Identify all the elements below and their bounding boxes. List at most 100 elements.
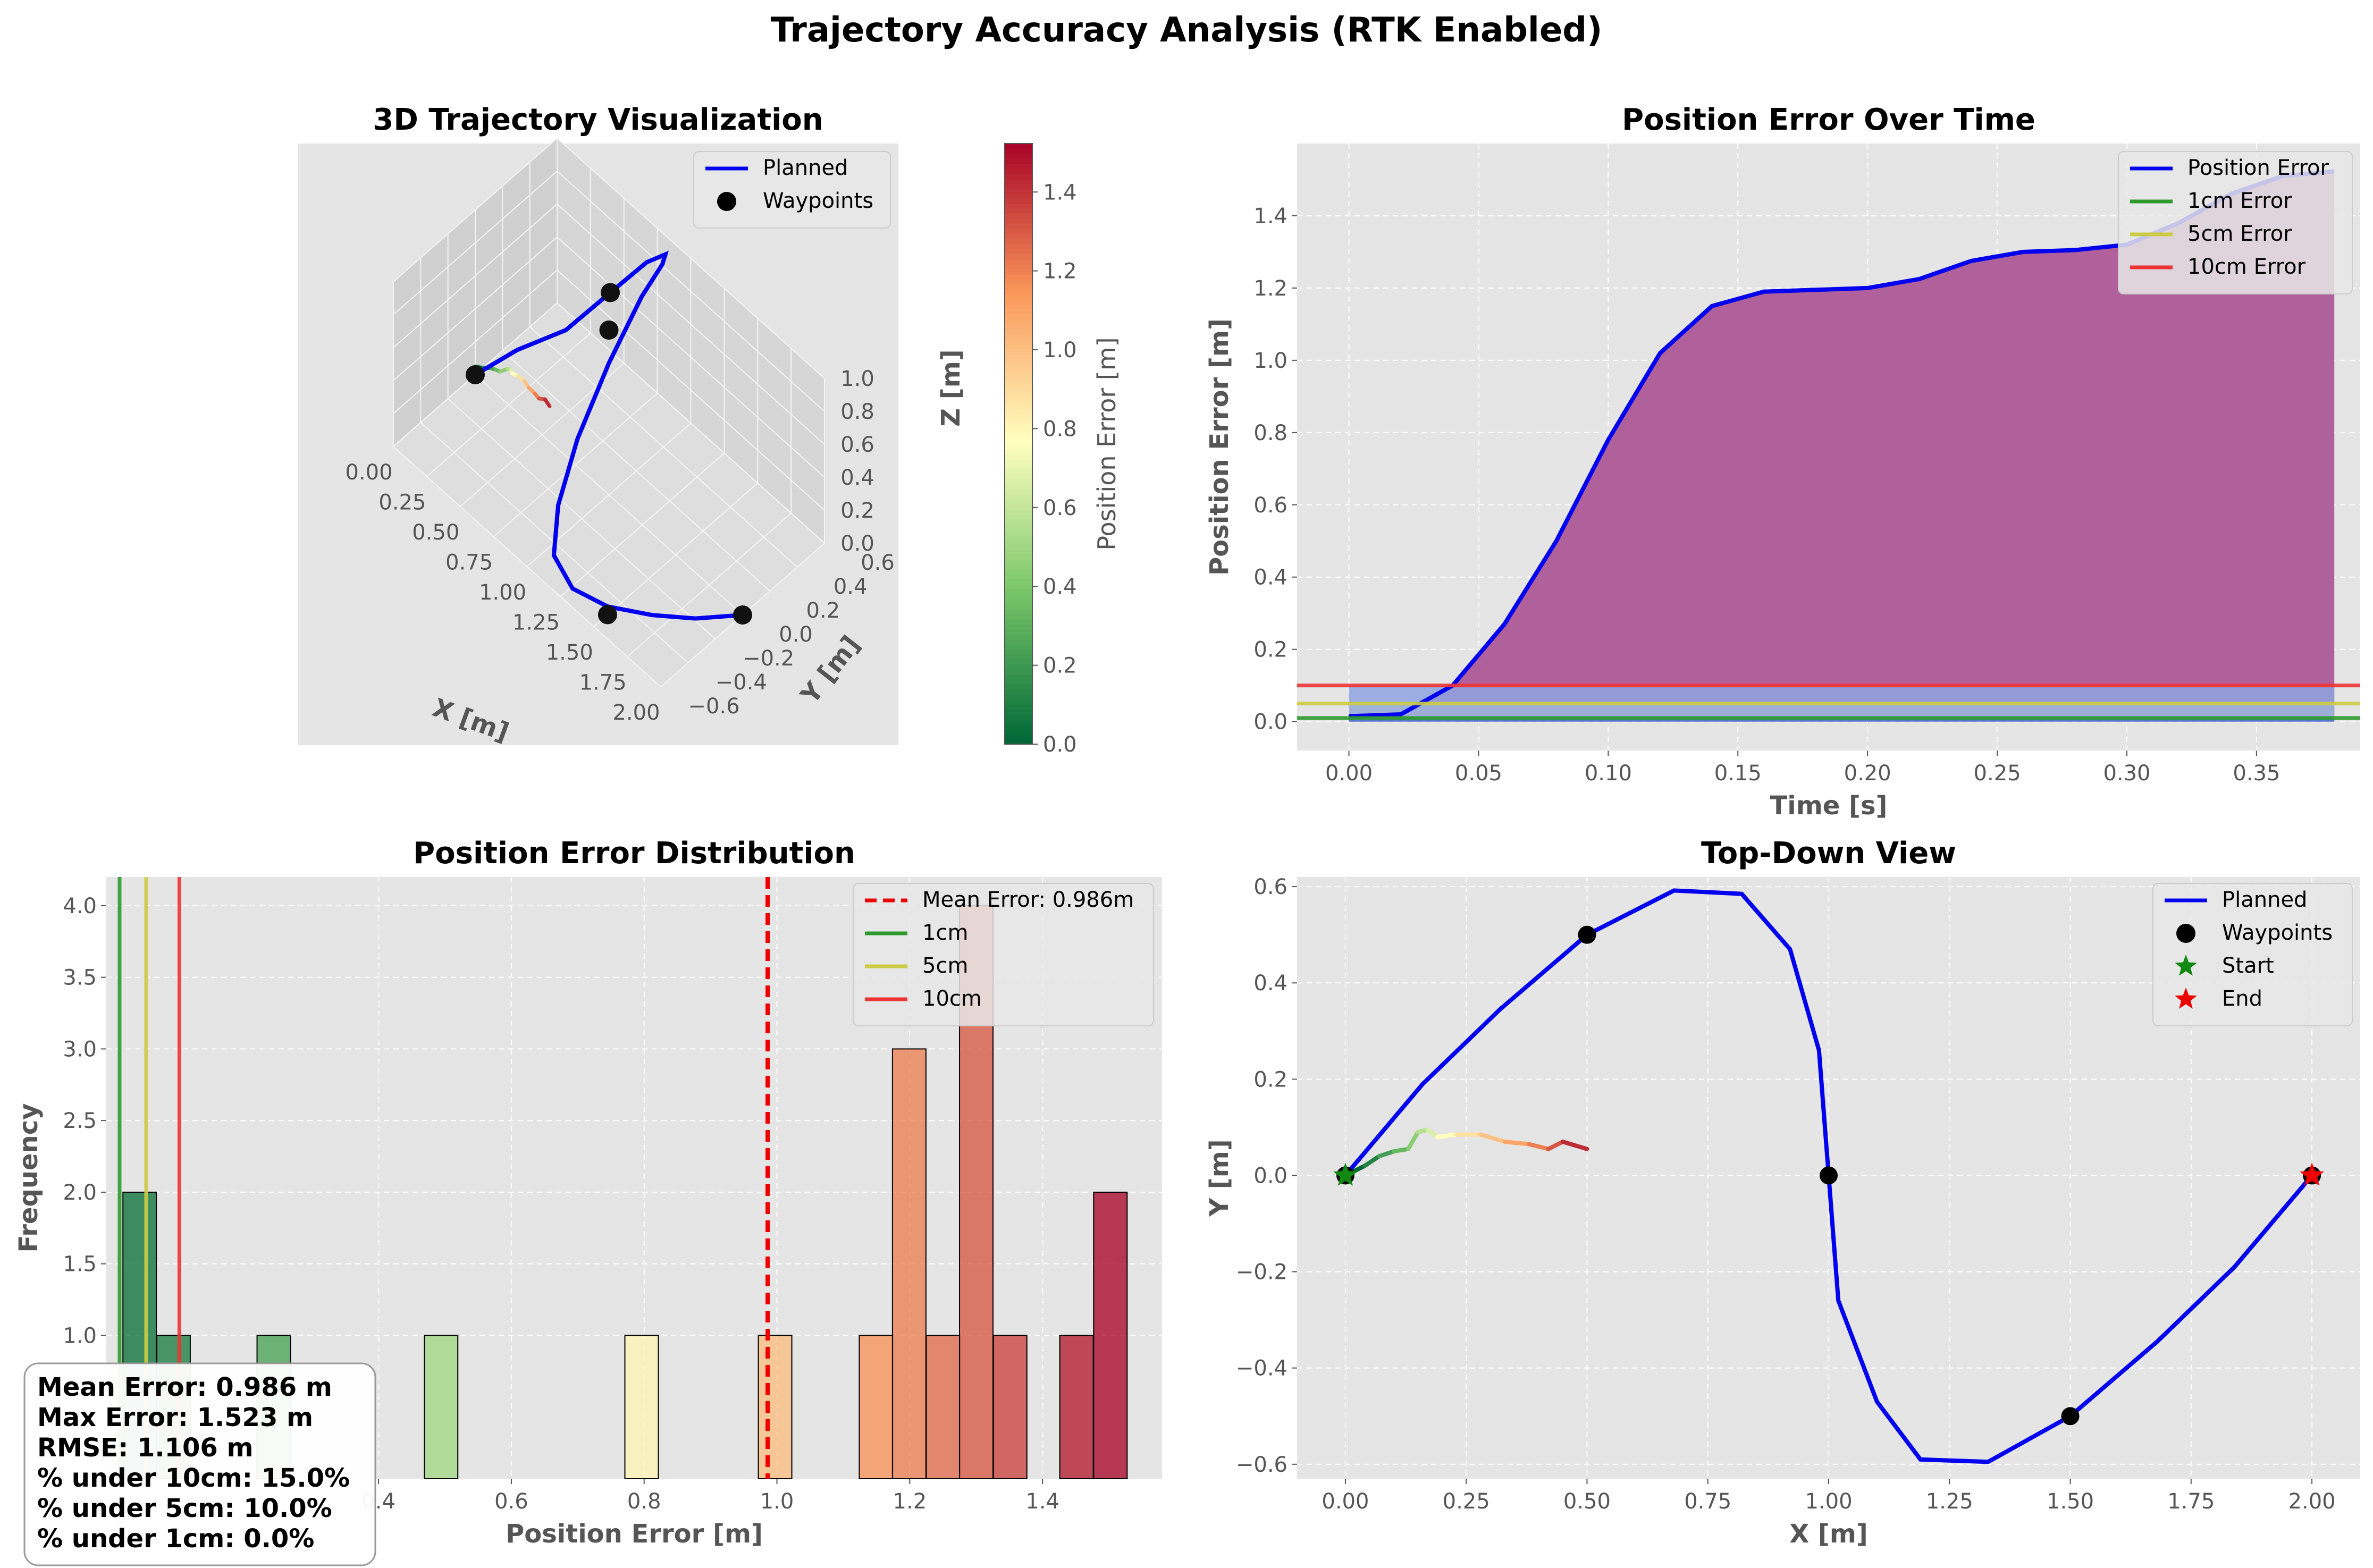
y-tick-label: −0.4 xyxy=(716,670,767,695)
y-axis-label: Position Error [m] xyxy=(1205,318,1234,576)
x-tick-label: 1.50 xyxy=(2047,1489,2094,1514)
colorbar-segment xyxy=(1005,724,1032,730)
waypoint-marker xyxy=(1578,925,1596,944)
colorbar-segment xyxy=(1005,669,1032,675)
colorbar-segment xyxy=(1005,538,1032,545)
colorbar-segment xyxy=(1005,243,1032,249)
colorbar-segment xyxy=(1005,399,1032,404)
colorbar-segment xyxy=(1005,739,1032,745)
colorbar-segment xyxy=(1005,238,1032,245)
x-tick-label: 0.6 xyxy=(494,1489,528,1514)
colorbar-segment xyxy=(1005,368,1032,375)
legend-marker xyxy=(717,192,736,211)
y-tick-label: 1.0 xyxy=(63,1323,97,1348)
colorbar-segment xyxy=(1005,589,1032,595)
colorbar-segment xyxy=(1005,649,1032,655)
colorbar-segment xyxy=(1005,609,1032,615)
gridline-3d xyxy=(557,237,825,478)
colorbar-segment xyxy=(1005,343,1032,350)
colorbar-segment xyxy=(1005,318,1032,324)
x-tick-label: 1.25 xyxy=(512,611,560,635)
colorbar-segment xyxy=(1005,324,1032,330)
histogram-bar xyxy=(992,1335,1028,1479)
colorbar-segment xyxy=(1005,418,1032,425)
actual-path-segment xyxy=(1391,1147,1411,1154)
colorbar-frame xyxy=(1004,143,1033,745)
colorbar-segment xyxy=(1005,339,1032,344)
colorbar-segment xyxy=(1005,459,1032,465)
colorbar-segment xyxy=(1005,148,1032,154)
actual-path-segment xyxy=(1546,1140,1565,1151)
colorbar-segment xyxy=(1005,298,1032,305)
y-tick-label: 1.2 xyxy=(1253,276,1288,301)
colorbar-segment xyxy=(1005,349,1032,355)
colorbar-segment xyxy=(1005,664,1032,670)
colorbar-segment xyxy=(1005,453,1032,460)
colorbar-segment xyxy=(1005,714,1032,720)
legend-label: 10cm xyxy=(922,987,982,1011)
colorbar-segment xyxy=(1005,604,1032,610)
y-tick-label: 2.0 xyxy=(63,1181,97,1205)
y-tick-label: 1.0 xyxy=(1253,349,1288,373)
chart-title: Position Error Distribution xyxy=(413,836,855,871)
actual-path-segment xyxy=(1362,1154,1382,1168)
colorbar-segment xyxy=(1005,684,1032,690)
y-tick-label: 0.2 xyxy=(1253,1067,1288,1092)
stats-box xyxy=(23,1362,376,1566)
colorbar-segment xyxy=(1005,598,1032,605)
actual-path-segment xyxy=(1377,1149,1396,1159)
colorbar-segment xyxy=(1005,524,1032,530)
histogram-bar xyxy=(891,1048,927,1479)
colorbar-segment xyxy=(1005,734,1032,740)
y-tick-label: −0.6 xyxy=(1236,1453,1288,1477)
start-marker xyxy=(1333,1162,1358,1186)
legend-marker xyxy=(2175,988,2197,1009)
x-tick-label: 0.35 xyxy=(2233,761,2280,786)
colorbar-segment xyxy=(1005,158,1032,164)
panel-error-over-time: 0.00 0.05 0.10 0.15 0.20 0.25 0.30 0.35 0.0 0.2 0.… xyxy=(1205,103,2360,821)
z-tick-label: 0.6 xyxy=(840,433,874,457)
panel-3d-trajectory: 3D Trajectory Visualization 0.00 0.25 0.50 0… xyxy=(298,103,966,748)
y-tick-label: 0.0 xyxy=(1253,710,1288,735)
y-tick-label: 1.5 xyxy=(63,1252,97,1277)
colorbar-segment xyxy=(1005,424,1032,429)
x-axis-label: Time [s] xyxy=(1770,791,1888,821)
colorbar-segment xyxy=(1005,488,1032,495)
y-tick-label: 0.4 xyxy=(1253,566,1288,590)
colorbar-segment xyxy=(1005,374,1032,380)
planned-path xyxy=(474,250,743,621)
colorbar-segment xyxy=(1005,333,1032,340)
x-axis-label: Position Error [m] xyxy=(506,1519,763,1549)
colorbar-segment xyxy=(1005,328,1032,334)
colorbar-segment xyxy=(1005,258,1032,264)
y-tick-label: 4.0 xyxy=(63,894,97,918)
actual-path-segment xyxy=(1561,1140,1589,1151)
y-axis-label: Frequency xyxy=(14,1103,44,1253)
colorbar-tick-label: 0.4 xyxy=(1043,575,1077,599)
x-tick-label: 1.75 xyxy=(579,671,627,695)
colorbar-segment xyxy=(1005,529,1032,535)
actual-path-segment xyxy=(543,397,552,408)
gridline-3d xyxy=(393,204,558,348)
colorbar-tick-label: 0.2 xyxy=(1043,654,1077,678)
colorbar-segment xyxy=(1005,218,1032,224)
colorbar-segment xyxy=(1005,569,1032,575)
legend-label: Start xyxy=(2222,954,2274,978)
gridline-3d xyxy=(529,326,798,568)
error-area-fill xyxy=(1349,171,2335,722)
legend-marker xyxy=(2176,924,2195,943)
gridline-3d xyxy=(393,446,661,687)
x-tick-label: 1.25 xyxy=(1926,1489,1973,1514)
colorbar-segment xyxy=(1005,614,1032,620)
z-axis-label: Z [m] xyxy=(936,349,966,426)
colorbar-segment xyxy=(1005,654,1032,660)
legend-label: 5cm Error xyxy=(2187,222,2292,246)
colorbar-segment xyxy=(1005,409,1032,415)
end-marker xyxy=(2300,1162,2324,1186)
actual-path-segment xyxy=(1527,1142,1551,1151)
x-tick-label: 0.50 xyxy=(412,520,459,545)
colorbar-segment xyxy=(1005,193,1032,199)
chart-title: 3D Trajectory Visualization xyxy=(373,103,823,137)
colorbar-segment xyxy=(1005,364,1032,369)
y-tick-label: 0.4 xyxy=(1253,971,1288,996)
